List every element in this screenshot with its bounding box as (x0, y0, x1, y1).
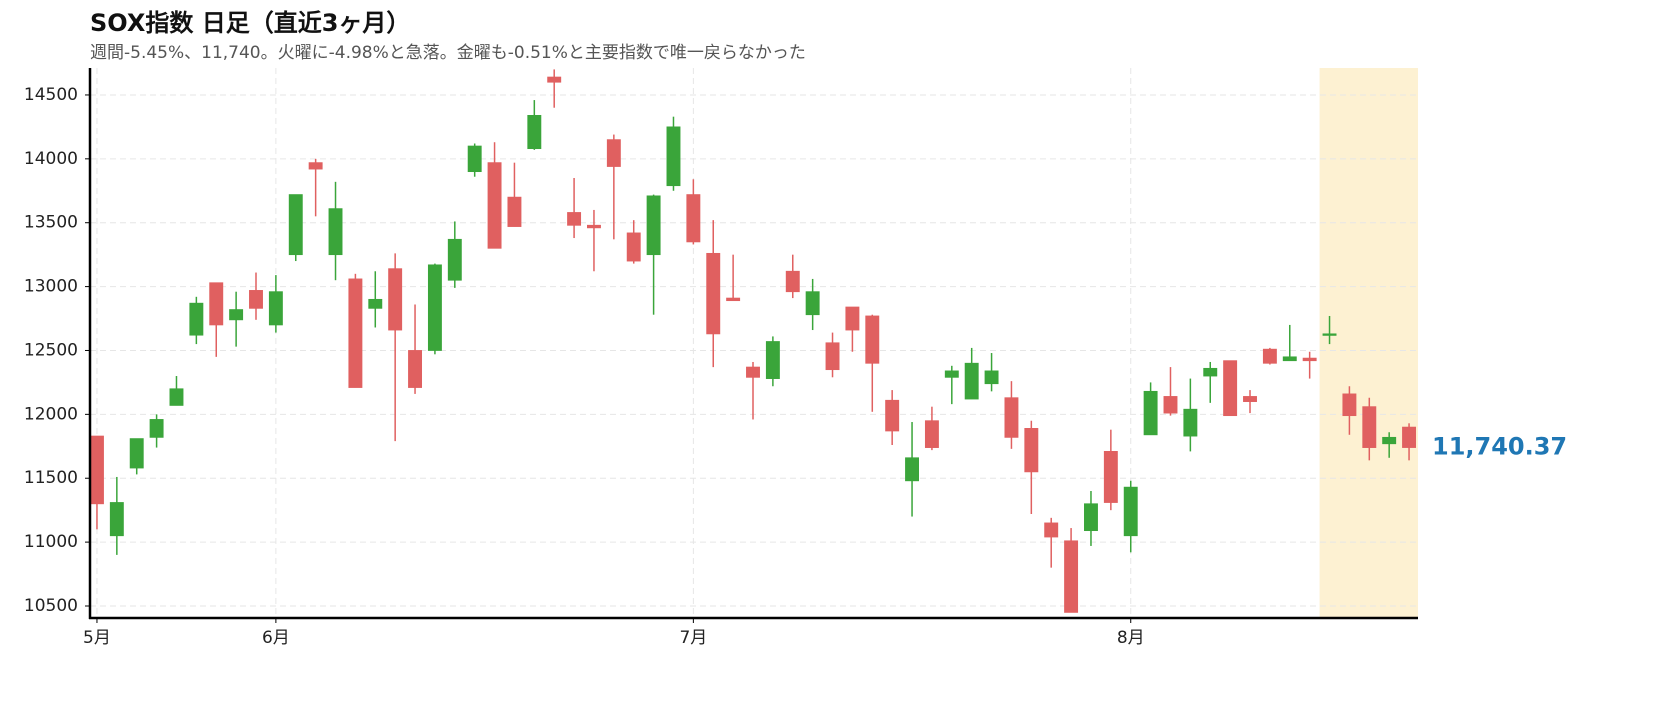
chart-title: SOX指数 日足（直近3ヶ月） (90, 9, 410, 37)
y-tick-label: 13000 (24, 277, 78, 297)
candle-body (527, 114, 542, 150)
candle-body (1024, 428, 1039, 473)
candle-body (1163, 396, 1178, 414)
candle-body (189, 302, 204, 336)
candle-body (905, 457, 920, 482)
candle-body (249, 290, 263, 309)
candle-body (1064, 540, 1079, 613)
candle-body (1143, 390, 1158, 436)
candle-body (408, 350, 423, 388)
candle-body (1084, 503, 1098, 532)
candle-body (308, 162, 323, 170)
candle-body (964, 362, 979, 400)
x-tick-label: 6月 (262, 628, 290, 648)
candle-body (447, 238, 462, 281)
candle-body (507, 196, 522, 227)
candle-body (606, 139, 621, 167)
candle-body (467, 145, 482, 173)
y-tick-label: 12500 (24, 340, 78, 360)
candle-body (1123, 486, 1138, 537)
candle-body (1044, 522, 1059, 538)
candle-body (487, 162, 502, 249)
candle-body (706, 252, 721, 335)
candle-body (885, 399, 900, 432)
candle-body (1223, 360, 1238, 417)
candle-body (89, 435, 104, 505)
candle-body (746, 366, 760, 378)
candle-body (785, 270, 800, 293)
y-tick-label: 14000 (24, 149, 78, 169)
candle-body (1322, 333, 1337, 336)
candle-body (328, 208, 343, 256)
candle-body (209, 282, 224, 326)
candle-body (726, 297, 741, 302)
candle-body (427, 264, 442, 351)
candle-body (626, 232, 641, 262)
candle-body (845, 306, 860, 331)
y-tick-label: 11500 (24, 468, 78, 488)
last-close-label: 11,740.37 (1432, 433, 1567, 461)
candle-body (944, 370, 959, 378)
x-tick-label: 8月 (1117, 628, 1145, 648)
candle-body (587, 224, 601, 229)
candle-body (388, 268, 403, 331)
y-tick-label: 11000 (24, 532, 78, 552)
candle-body (229, 309, 244, 321)
candle-body (1262, 348, 1277, 364)
candle-body (1342, 393, 1357, 417)
candle-body (1243, 396, 1257, 402)
candle-body (1203, 367, 1218, 377)
x-tick-label: 7月 (679, 628, 707, 648)
candle-body (109, 502, 124, 537)
candle-body (1402, 426, 1417, 448)
candle-body (169, 388, 184, 406)
x-tick-label: 5月 (83, 628, 111, 648)
candle-body (547, 76, 562, 83)
y-tick-label: 12000 (24, 404, 78, 424)
candle-body (984, 370, 999, 385)
candle-body (1282, 356, 1297, 362)
candle-body (268, 291, 283, 326)
candle-body (567, 212, 582, 226)
candle-body (666, 126, 681, 187)
candle-body (288, 194, 303, 256)
candle-body (368, 298, 383, 309)
chart-subtitle: 週間-5.45%、11,740。火曜に-4.98%と急落。金曜も-0.51%と主… (90, 43, 806, 63)
candle-body (1004, 397, 1019, 438)
candle-body (1382, 436, 1397, 445)
y-tick-label: 14500 (24, 85, 78, 105)
candle-body (825, 342, 840, 371)
candle-body (805, 291, 820, 316)
y-tick-label: 13500 (24, 213, 78, 233)
candle-body (1302, 357, 1317, 362)
candle-body (149, 419, 164, 438)
candle-body (865, 315, 880, 364)
candle-body (1183, 408, 1198, 437)
candle-body (1362, 406, 1377, 448)
highlight-band (1319, 68, 1418, 618)
candle-body (924, 420, 939, 448)
candle-body (129, 438, 144, 469)
candle-body (1103, 451, 1118, 503)
candle-body (686, 194, 701, 243)
candle-body (646, 195, 661, 256)
y-tick-label: 10500 (24, 596, 78, 616)
candle-body (765, 341, 780, 379)
candle-body (348, 278, 363, 388)
